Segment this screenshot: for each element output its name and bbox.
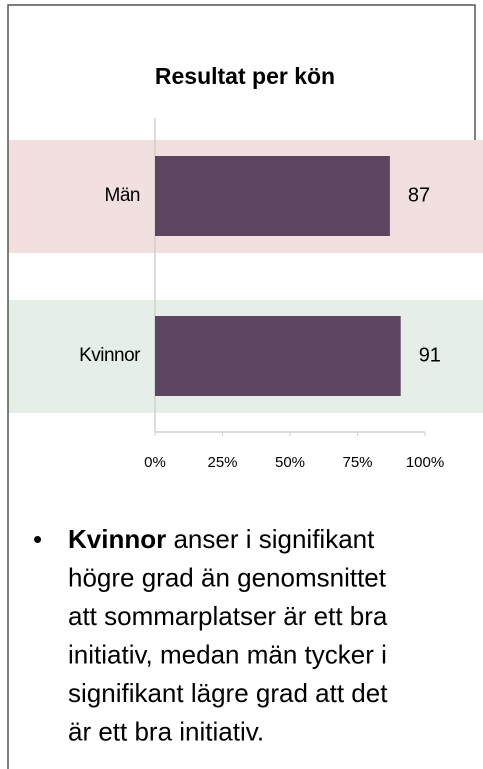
bullet-line: är ett bra initiativ. — [68, 716, 264, 746]
y-tick-label: Män — [105, 185, 140, 206]
bullet-line: att sommarplatser är ett bra — [68, 601, 388, 631]
x-tick-label: 25% — [207, 454, 237, 471]
bullet-mark: • — [33, 524, 42, 554]
bullet-line: högre grad än genomsnittet — [68, 562, 387, 592]
chart-title: Resultat per kön — [155, 63, 335, 89]
y-tick-label: Kvinnor — [79, 345, 141, 366]
bullet-line: signifikant lägre grad att det — [68, 678, 388, 708]
bullet-bold: Kvinnor — [68, 524, 166, 554]
value-label: 91 — [419, 344, 441, 366]
value-label: 87 — [408, 184, 430, 206]
frame — [7, 4, 476, 769]
x-tick-label: 75% — [342, 454, 372, 471]
bar — [155, 156, 390, 236]
bullet-first: anser i signifikant — [166, 524, 375, 554]
x-tick-label: 0% — [144, 454, 166, 471]
bullet-text: Kvinnor anser i signifikant — [68, 524, 375, 554]
bullet-line: initiativ, medan män tycker i — [68, 639, 387, 669]
x-tick-label: 50% — [275, 454, 305, 471]
bar — [155, 316, 401, 396]
x-tick-label: 100% — [406, 454, 444, 471]
